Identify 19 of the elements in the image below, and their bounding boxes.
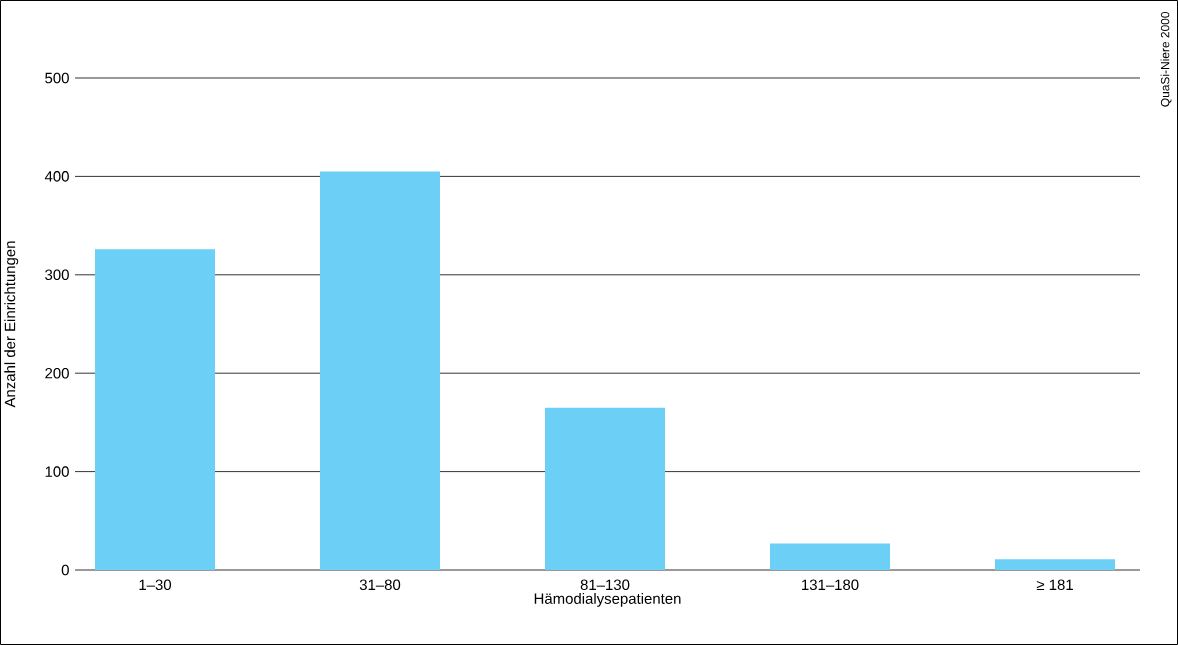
y-tick-label: 100 xyxy=(45,466,69,477)
y-tick-label: 400 xyxy=(44,171,69,182)
y-tick-label: 0 xyxy=(61,564,69,576)
y-axis-title: Anzahl der Einrichtungen xyxy=(4,241,19,408)
x-tick-label: 131–180 xyxy=(802,579,859,591)
x-tick-label: ≥ 181 xyxy=(1036,579,1073,591)
bar xyxy=(995,559,1116,570)
x-tick-label: 31–80 xyxy=(359,579,401,591)
text: QuaSi-Niere 2000 xyxy=(1160,12,1172,107)
x-tick-label: 81–130 xyxy=(580,579,630,591)
y-tick-label: 200 xyxy=(45,367,69,379)
x-axis-title: Hämodialysepatienten xyxy=(534,592,681,607)
bar xyxy=(545,407,666,570)
y-tick-label: 500 xyxy=(45,72,69,84)
x-tick-label: 1–30 xyxy=(139,579,172,591)
bar xyxy=(320,171,441,570)
bar xyxy=(95,249,215,570)
bar xyxy=(770,543,891,570)
y-tick-label: 300 xyxy=(45,269,69,281)
